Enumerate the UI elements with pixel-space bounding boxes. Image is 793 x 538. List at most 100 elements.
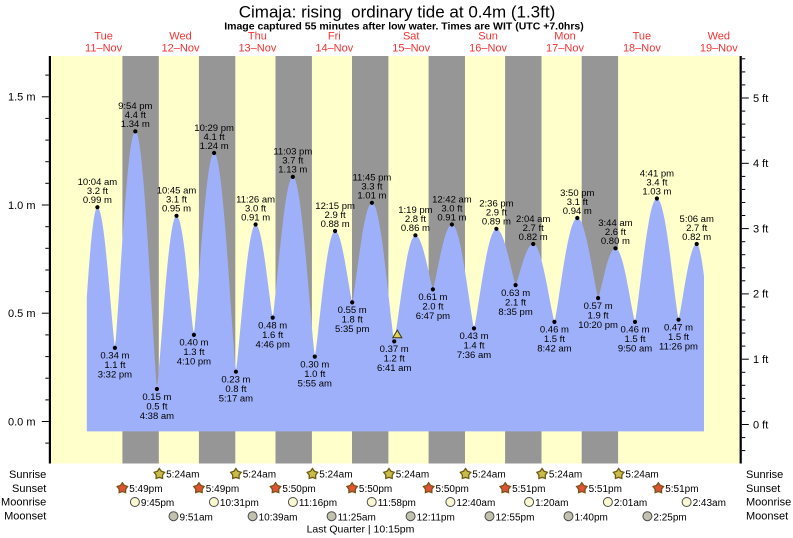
svg-text:0.55 m: 0.55 m (338, 305, 367, 316)
svg-text:10:20 pm: 10:20 pm (578, 320, 618, 331)
svg-text:0.43 m: 0.43 m (459, 331, 488, 342)
svg-text:8:42 am: 8:42 am (537, 344, 571, 355)
svg-text:12–Nov: 12–Nov (162, 42, 200, 54)
svg-text:1 ft: 1 ft (753, 354, 768, 366)
svg-text:11:25am: 11:25am (338, 512, 376, 523)
svg-text:4:38 am: 4:38 am (140, 411, 174, 422)
svg-text:2:01am: 2:01am (614, 498, 647, 509)
svg-text:1.9 ft: 1.9 ft (588, 310, 609, 321)
svg-text:0.0 m: 0.0 m (8, 416, 36, 428)
svg-text:4.4 ft: 4.4 ft (125, 110, 146, 121)
svg-text:Tue: Tue (633, 31, 652, 43)
svg-text:Thu: Thu (248, 31, 267, 43)
svg-text:5:24am: 5:24am (625, 470, 658, 481)
svg-text:Last Quarter | 10:15pm: Last Quarter | 10:15pm (307, 524, 415, 536)
svg-text:2:04 am: 2:04 am (516, 214, 550, 225)
svg-text:5:24am: 5:24am (243, 470, 276, 481)
svg-text:0.15 m: 0.15 m (142, 392, 171, 403)
svg-text:5:51pm: 5:51pm (665, 484, 698, 495)
svg-text:9:54 pm: 9:54 pm (118, 101, 152, 112)
svg-text:5:24am: 5:24am (319, 470, 352, 481)
svg-text:2.7 ft: 2.7 ft (523, 223, 544, 234)
svg-text:1.1 ft: 1.1 ft (104, 360, 125, 371)
svg-text:4:41 pm: 4:41 pm (640, 168, 674, 179)
svg-text:7:36 am: 7:36 am (457, 350, 491, 361)
svg-text:0.88 m: 0.88 m (321, 219, 350, 230)
svg-text:Sunrise: Sunrise (746, 469, 783, 481)
svg-text:12:11pm: 12:11pm (417, 512, 455, 523)
svg-text:0.48 m: 0.48 m (258, 320, 287, 331)
svg-text:10:29 pm: 10:29 pm (194, 123, 234, 134)
svg-text:Sunset: Sunset (746, 483, 780, 495)
svg-text:Image captured 55 minutes afte: Image captured 55 minutes after low wate… (224, 21, 584, 33)
svg-text:0.5 ft: 0.5 ft (146, 401, 167, 412)
svg-text:12:55pm: 12:55pm (496, 512, 535, 523)
svg-text:3.7 ft: 3.7 ft (282, 156, 303, 167)
svg-text:3.0 ft: 3.0 ft (245, 203, 266, 214)
svg-text:Sun: Sun (478, 31, 498, 43)
svg-text:Moonset: Moonset (746, 511, 788, 523)
svg-text:1.5 m: 1.5 m (8, 92, 36, 104)
svg-text:17–Nov: 17–Nov (546, 42, 584, 54)
svg-text:0.34 m: 0.34 m (100, 351, 129, 362)
svg-text:1.13 m: 1.13 m (278, 165, 307, 176)
svg-text:4:46 pm: 4:46 pm (256, 339, 290, 350)
svg-text:0.99 m: 0.99 m (83, 195, 112, 206)
svg-text:3.2 ft: 3.2 ft (87, 186, 108, 197)
svg-text:2:36 pm: 2:36 pm (479, 199, 513, 210)
svg-text:0.47 m: 0.47 m (664, 323, 693, 334)
svg-text:5:24am: 5:24am (472, 470, 505, 481)
svg-text:5 ft: 5 ft (753, 93, 768, 105)
svg-text:4.1 ft: 4.1 ft (204, 132, 225, 143)
svg-text:14–Nov: 14–Nov (315, 42, 353, 54)
svg-text:Wed: Wed (708, 31, 730, 43)
svg-text:5:51pm: 5:51pm (512, 484, 545, 495)
svg-text:3.1 ft: 3.1 ft (567, 197, 588, 208)
svg-text:1.5 ft: 1.5 ft (544, 334, 565, 345)
svg-text:Sat: Sat (403, 31, 420, 43)
svg-text:0.23 m: 0.23 m (221, 375, 250, 386)
svg-text:1:40pm: 1:40pm (575, 512, 608, 523)
svg-text:3.0 ft: 3.0 ft (441, 203, 462, 214)
svg-text:11:45 pm: 11:45 pm (352, 173, 391, 184)
svg-text:3.3 ft: 3.3 ft (361, 182, 382, 193)
svg-text:4 ft: 4 ft (753, 158, 768, 170)
svg-text:3:44 am: 3:44 am (598, 218, 632, 229)
svg-text:1.01 m: 1.01 m (357, 191, 386, 202)
svg-text:2.6 ft: 2.6 ft (605, 227, 626, 238)
svg-text:2.9 ft: 2.9 ft (486, 208, 507, 219)
svg-text:0.63 m: 0.63 m (501, 288, 530, 299)
svg-text:0.91 m: 0.91 m (437, 212, 466, 223)
svg-text:1.0 m: 1.0 m (8, 200, 36, 212)
svg-text:15–Nov: 15–Nov (392, 42, 430, 54)
svg-text:5:24am: 5:24am (166, 470, 199, 481)
svg-text:0.94 m: 0.94 m (563, 206, 592, 217)
svg-text:10:39am: 10:39am (259, 512, 298, 523)
svg-text:5:50pm: 5:50pm (436, 484, 469, 495)
svg-text:0.30 m: 0.30 m (300, 359, 329, 370)
svg-text:1.3 ft: 1.3 ft (183, 347, 204, 358)
svg-text:6:41 am: 6:41 am (377, 363, 411, 374)
svg-text:0.89 m: 0.89 m (482, 217, 511, 228)
svg-text:10:45 am: 10:45 am (157, 186, 197, 197)
svg-text:5:50pm: 5:50pm (359, 484, 392, 495)
svg-text:2.0 ft: 2.0 ft (422, 302, 443, 313)
svg-text:3:32 pm: 3:32 pm (98, 370, 132, 381)
svg-text:1.03 m: 1.03 m (642, 186, 671, 197)
svg-text:5:17 am: 5:17 am (219, 394, 253, 405)
svg-text:18–Nov: 18–Nov (623, 42, 661, 54)
svg-text:1.24 m: 1.24 m (200, 141, 229, 152)
svg-text:4:10 pm: 4:10 pm (177, 357, 211, 368)
svg-text:3:50 pm: 3:50 pm (560, 188, 594, 199)
svg-text:Sunrise: Sunrise (9, 469, 46, 481)
svg-text:1.34 m: 1.34 m (121, 119, 150, 130)
svg-text:6:47 pm: 6:47 pm (416, 311, 450, 322)
svg-text:5:24am: 5:24am (549, 470, 582, 481)
svg-text:11:26 pm: 11:26 pm (659, 342, 698, 353)
svg-text:1:20am: 1:20am (535, 498, 568, 509)
svg-text:2.8 ft: 2.8 ft (405, 214, 426, 225)
svg-text:9:51am: 9:51am (180, 512, 213, 523)
svg-text:2:25pm: 2:25pm (653, 512, 686, 523)
svg-text:0.61 m: 0.61 m (418, 292, 447, 303)
svg-text:0.91 m: 0.91 m (241, 212, 270, 223)
